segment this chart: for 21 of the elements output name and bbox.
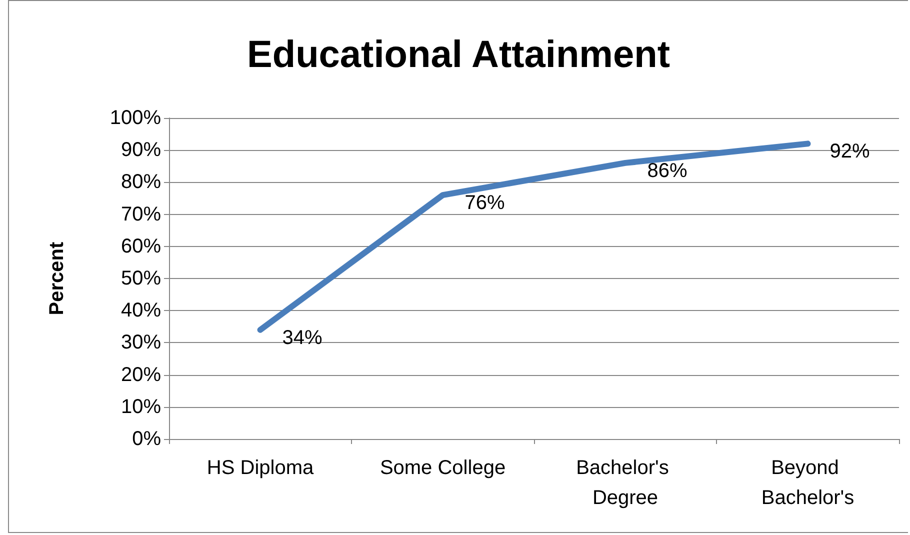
y-tick-label: 20% <box>120 364 162 386</box>
y-tick-label: 70% <box>120 203 162 226</box>
data-label: 76% <box>464 192 505 214</box>
y-tick-label: 0% <box>132 428 162 450</box>
x-tick-label: Some College <box>380 457 506 479</box>
y-tick-label: 10% <box>120 396 162 418</box>
y-tick-label: 60% <box>120 235 162 258</box>
y-tick-label: 50% <box>120 268 162 290</box>
x-tick-label: Beyond Bachelor's <box>761 457 854 509</box>
y-tick-label: 40% <box>120 300 162 322</box>
chart-title: Educational Attainment <box>247 34 670 76</box>
y-tick-label: 80% <box>120 171 162 194</box>
y-tick-label: 30% <box>120 332 162 354</box>
y-axis-title: Percent <box>46 241 68 316</box>
data-label: 86% <box>647 160 688 182</box>
x-tick-label: Bachelor's Degree <box>576 457 674 509</box>
y-tick-label: 100% <box>110 107 162 129</box>
data-label: 34% <box>282 326 322 349</box>
data-label: 92% <box>830 140 870 163</box>
x-tick-label: HS Diploma <box>206 457 314 479</box>
y-tick-label: 90% <box>120 139 162 162</box>
